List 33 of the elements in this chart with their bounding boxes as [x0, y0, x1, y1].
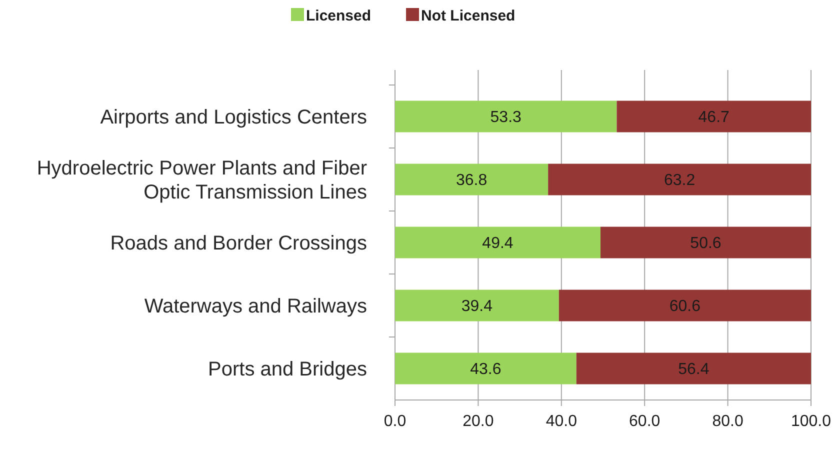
y-tick-label: Roads and Border Crossings [110, 232, 367, 254]
data-label: 50.6 [690, 235, 722, 252]
x-tick-label: 100.0 [790, 413, 832, 430]
bar [395, 226, 601, 258]
y-tick-label: Airports and Logistics Centers [100, 106, 367, 128]
y-tick-label: Waterways and Railways [144, 296, 367, 318]
data-label: 63.2 [664, 172, 696, 190]
bar [548, 164, 811, 196]
data-label: 53.3 [490, 109, 522, 126]
data-label: 60.6 [669, 298, 701, 316]
bar [576, 352, 811, 384]
x-tick-label: 20.0 [462, 413, 494, 430]
x-tick-label: 0.0 [384, 413, 406, 430]
data-label: 39.4 [461, 298, 493, 316]
bar [600, 226, 811, 258]
y-tick-label: Ports and Bridges [208, 358, 367, 380]
legend-label: Licensed [306, 7, 372, 24]
data-label: 56.4 [678, 361, 710, 378]
y-tick-label: Hydroelectric Power Plants and Fiber Optic Transmission Lines [36, 158, 368, 204]
legend-label: Not Licensed [421, 7, 516, 24]
bar [395, 290, 559, 322]
x-tick-label: 60.0 [629, 413, 660, 430]
data-label: 43.6 [470, 361, 502, 378]
bar [616, 100, 811, 132]
x-tick-label: 80.0 [712, 413, 744, 430]
data-label: 46.7 [698, 109, 730, 126]
bar [395, 352, 576, 384]
bar [558, 290, 811, 322]
x-tick-label: 40.0 [546, 413, 578, 430]
data-label: 36.8 [456, 172, 488, 190]
data-label: 49.4 [482, 235, 514, 252]
bar [395, 100, 617, 132]
bar [395, 164, 548, 196]
